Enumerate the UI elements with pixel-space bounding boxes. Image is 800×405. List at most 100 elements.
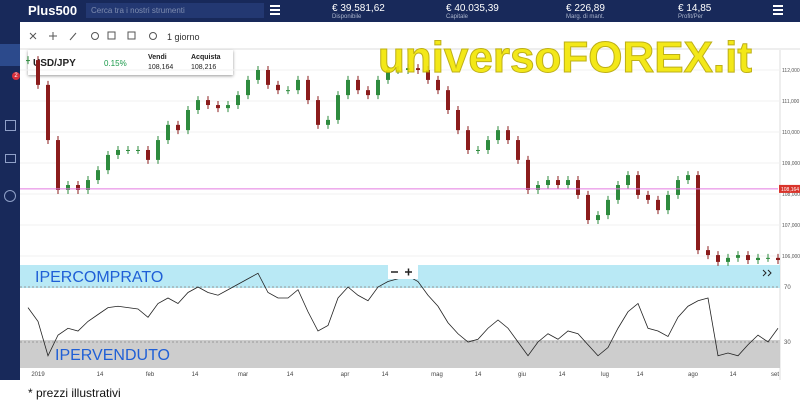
candle: [376, 79, 380, 96]
candle: [726, 257, 730, 262]
x-tick-label: 14: [382, 372, 389, 378]
candle: [436, 79, 440, 91]
candle: [76, 185, 80, 190]
candle: [66, 185, 70, 190]
candle: [656, 199, 660, 211]
candle: [716, 255, 720, 262]
candle: [156, 140, 160, 160]
candle: [696, 175, 700, 251]
candle: [736, 255, 740, 258]
candle: [116, 149, 120, 155]
menu-icon[interactable]: [773, 5, 783, 7]
candle: [276, 84, 280, 91]
x-tick-label: lug: [601, 372, 609, 378]
zoom-controls[interactable]: [388, 265, 418, 279]
tool-icon[interactable]: [49, 32, 57, 40]
candle: [676, 180, 680, 195]
candle: [756, 257, 760, 261]
y-tick-label: 108,000: [782, 192, 800, 198]
candle: [686, 175, 690, 181]
current-price-label: 108,164: [781, 187, 799, 193]
candle: [446, 90, 450, 110]
sidebar-icon[interactable]: [5, 154, 16, 163]
candle: [256, 70, 260, 80]
candle: [126, 149, 130, 151]
x-tick-label: apr: [341, 372, 350, 378]
candle: [556, 180, 560, 186]
stat-value: € 226,89: [566, 3, 605, 14]
current-price-tag: [779, 184, 800, 193]
zoom-box: [388, 265, 418, 279]
stat-value: € 39.581,62: [332, 3, 385, 14]
candle: [186, 109, 190, 131]
footnote: * prezzi illustrativi: [28, 386, 121, 400]
oversold-band: [20, 340, 780, 368]
candle: [366, 90, 370, 96]
candle: [456, 109, 460, 131]
candle: [606, 199, 610, 216]
period-selector[interactable]: 1 giorno: [167, 32, 200, 42]
candle: [386, 70, 390, 80]
tool-icon[interactable]: [69, 32, 77, 41]
x-tick-label: set: [771, 372, 779, 378]
candle: [666, 194, 670, 211]
sidebar: 2: [0, 22, 20, 380]
stat-label: Marg. di mant.: [566, 14, 605, 20]
candle: [166, 124, 170, 141]
overbought-band: [20, 265, 780, 288]
candle: [496, 130, 500, 141]
logo: Plus500: [28, 3, 78, 18]
sidebar-icon[interactable]: [4, 190, 16, 202]
tool-icon[interactable]: [149, 32, 157, 40]
watermark: universoFOREX.it: [378, 33, 752, 82]
stat-label: Profit/Per: [678, 14, 704, 20]
y-tick-label: 109,000: [782, 161, 800, 167]
sidebar-active[interactable]: [0, 44, 20, 66]
candle: [546, 180, 550, 186]
candle: [476, 149, 480, 151]
candle: [416, 68, 420, 70]
tool-icon[interactable]: [29, 32, 37, 40]
candle: [226, 105, 230, 109]
tool-icon[interactable]: [91, 32, 99, 40]
candle: [346, 79, 350, 96]
buy-label[interactable]: Acquista: [191, 54, 221, 61]
tool-icon[interactable]: [107, 31, 116, 40]
sidebar-icon[interactable]: [5, 120, 16, 131]
candle: [746, 255, 750, 261]
scroll-icon[interactable]: [762, 269, 772, 277]
sell-price[interactable]: 108,164: [148, 64, 174, 71]
candle: [566, 180, 570, 186]
x-tick-label: 14: [637, 372, 644, 378]
y-tick-label: 112,000: [782, 68, 800, 74]
instrument-box: USD/JPY 0.15% Vendi 108,164 Acquista 108…: [28, 50, 233, 75]
x-tick-label: 14: [192, 372, 199, 378]
menu-icon[interactable]: [270, 5, 280, 7]
search-box[interactable]: Cerca tra i nostri strumenti: [86, 3, 264, 18]
rsi-line: [27, 272, 779, 357]
zoom-icon[interactable]: [391, 268, 412, 276]
candle: [176, 124, 180, 131]
candle: [46, 84, 50, 141]
candle: [56, 140, 60, 190]
candle: [326, 119, 330, 125]
y-tick-label: 111,000: [782, 99, 800, 105]
tool-icon[interactable]: [127, 31, 136, 40]
candle: [536, 185, 540, 190]
oversold-label: IPERVENDUTO: [55, 347, 170, 364]
candle: [286, 90, 290, 92]
candle: [576, 180, 580, 195]
candle: [776, 257, 780, 261]
buy-price[interactable]: 108,216: [191, 64, 217, 71]
candle: [396, 70, 400, 71]
rsi-tick-label: 30: [784, 340, 791, 346]
candle: [236, 95, 240, 106]
x-tick-label: feb: [146, 372, 155, 378]
candle: [406, 68, 410, 70]
candle: [426, 70, 430, 80]
candle: [206, 100, 210, 106]
sell-label[interactable]: Vendi: [148, 54, 167, 61]
candle: [316, 100, 320, 125]
candle: [506, 130, 510, 141]
header: Plus500 Cerca tra i nostri strumenti € 3…: [0, 0, 800, 22]
